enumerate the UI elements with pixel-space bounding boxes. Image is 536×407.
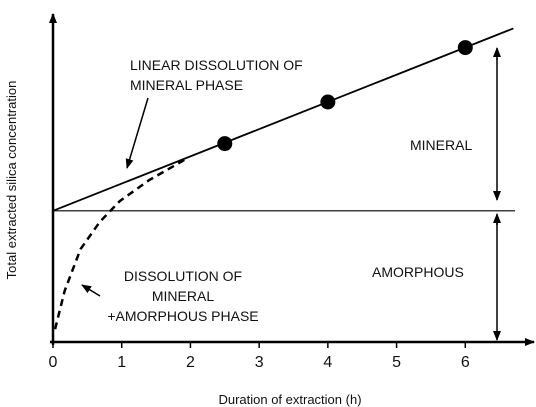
- x-tick-label: 1: [117, 354, 126, 371]
- annotation-arrow: [81, 284, 101, 297]
- x-tick-label: 2: [186, 354, 195, 371]
- annotation: DISSOLUTION OF: [124, 268, 242, 284]
- line: [52, 27, 514, 212]
- data-point: [217, 136, 233, 152]
- line: [53, 158, 186, 330]
- annotation: LINEAR DISSOLUTION OF: [130, 57, 303, 73]
- y-axis-label: Total extracted silica concentration: [4, 81, 19, 280]
- annotation: MINERAL: [410, 137, 472, 153]
- x-tick-label: 3: [255, 354, 264, 371]
- annotation: AMORPHOUS: [372, 264, 464, 280]
- annotation-arrow: [125, 97, 149, 169]
- x-tick-label: 4: [323, 354, 332, 371]
- x-tick-label: 5: [392, 354, 401, 371]
- data-point: [320, 94, 336, 110]
- annotation: MINERAL: [152, 288, 214, 304]
- annotation: +AMORPHOUS PHASE: [107, 308, 258, 324]
- annotation: MINERAL PHASE: [130, 77, 243, 93]
- x-tick-label: 6: [461, 354, 470, 371]
- x-axis-label: Duration of extraction (h): [218, 392, 361, 407]
- data-point: [457, 40, 473, 56]
- x-tick-label: 0: [49, 354, 58, 371]
